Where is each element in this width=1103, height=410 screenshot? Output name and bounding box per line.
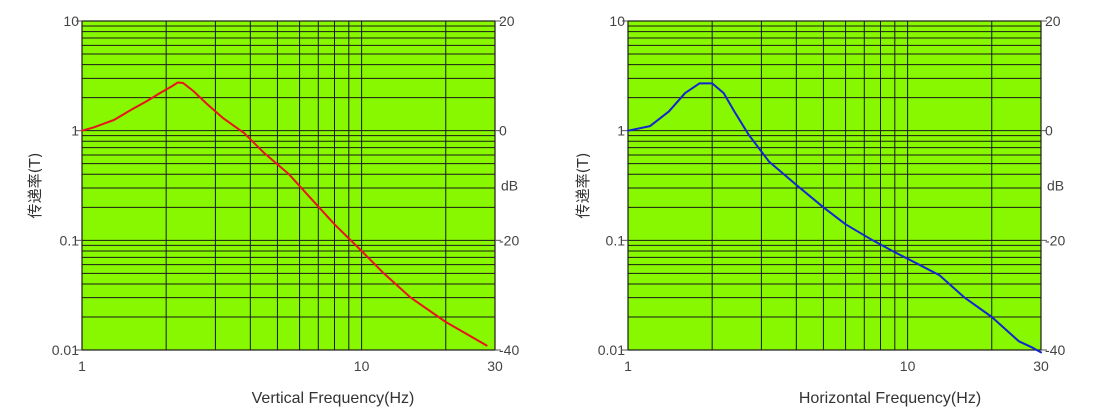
plot-frame: [627, 20, 1042, 351]
y2-tick-label: -40: [499, 342, 519, 358]
y-tick-label: 0.1: [60, 232, 80, 248]
plot-area: [628, 21, 1041, 350]
horizontal-gridlines: [628, 25, 1041, 351]
y-tick-label: 1: [617, 123, 625, 139]
y-tick-label: 0.01: [52, 342, 79, 358]
x-tick-label: 1: [624, 358, 632, 374]
y-tick-label: 0.01: [598, 342, 625, 358]
y2-tick-label: 20: [499, 13, 515, 29]
y2-tick-label: -20: [1045, 232, 1065, 248]
horizontal-transmissibility-chart: 0.01 0.1 1 10 -40 -20 0 20 dB 1 10 30 Horizontal Fre…: [574, 13, 1065, 407]
y-tick-label: 10: [63, 13, 79, 29]
x-tick-label: 1: [78, 358, 86, 374]
transmissibility-series-line: [627, 82, 1042, 354]
tick-marks: [622, 20, 1047, 351]
y-tick-label: 10: [609, 13, 625, 29]
x-tick-label: 10: [900, 358, 916, 374]
y2-axis-title: dB: [501, 178, 518, 194]
plot-frame: [81, 20, 496, 351]
y-tick-label: 1: [71, 123, 79, 139]
y-axis-title: 传递率(T): [26, 153, 44, 219]
x-axis-title: Vertical Frequency(Hz): [252, 390, 415, 407]
y2-axis-title: dB: [1047, 178, 1064, 194]
y2-tick-label: -20: [499, 232, 519, 248]
y2-tick-label: -40: [1045, 342, 1065, 358]
x-tick-label: 30: [1033, 358, 1049, 374]
transmissibility-series-line: [81, 81, 488, 347]
y-axis-title: 传递率(T): [574, 153, 592, 219]
x-tick-label: 30: [487, 358, 503, 374]
x-axis-title: Horizontal Frequency(Hz): [799, 390, 981, 407]
tick-marks: [76, 20, 501, 351]
x-tick-label: 10: [354, 358, 370, 374]
y2-tick-label: 0: [499, 123, 507, 139]
plot-area: [82, 21, 495, 350]
vertical-transmissibility-chart: 0.01 0.1 1 10 -40 -20 0 20 dB 1 10 30 Vertical Frequ…: [26, 13, 519, 407]
y-tick-label: 0.1: [606, 232, 626, 248]
y2-tick-label: 0: [1045, 123, 1053, 139]
y2-tick-label: 20: [1045, 13, 1061, 29]
